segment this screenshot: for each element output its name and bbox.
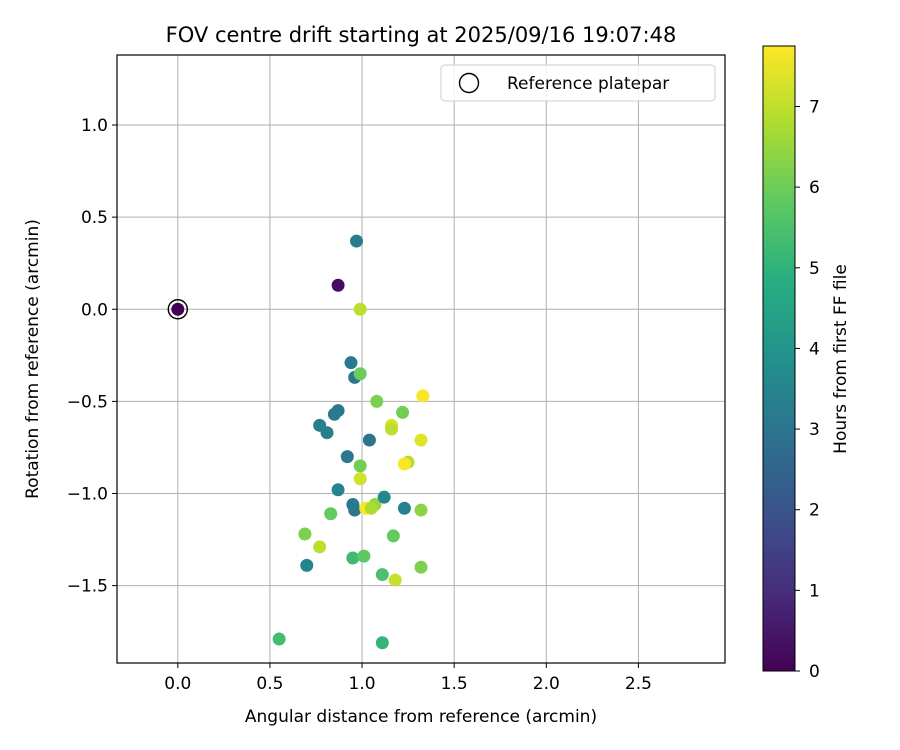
legend-box (440, 64, 716, 102)
data-point (375, 636, 389, 650)
data-point (313, 540, 327, 554)
colorbar-tick-label: 0 (809, 662, 820, 682)
y-tick-label: 1.0 (81, 116, 108, 136)
data-point (331, 278, 345, 292)
legend-marker (458, 72, 480, 94)
data-point (414, 433, 428, 447)
data-point (346, 551, 360, 565)
colorbar-tick-label: 3 (809, 420, 820, 440)
data-point (353, 302, 367, 316)
colorbar (762, 45, 796, 672)
data-point (377, 490, 391, 504)
data-point (414, 560, 428, 574)
data-point (362, 433, 376, 447)
colorbar-tick-label: 6 (809, 178, 820, 198)
y-tick-label: 0.0 (81, 300, 108, 320)
data-point (348, 503, 362, 517)
data-point (340, 450, 354, 464)
chart-title: FOV centre drift starting at 2025/09/16 … (166, 23, 677, 47)
data-point (272, 632, 286, 646)
y-tick-label: 0.5 (81, 208, 108, 228)
y-tick-label: −0.5 (67, 392, 108, 412)
data-point (414, 503, 428, 517)
plot-frame (116, 54, 726, 664)
data-point (300, 558, 314, 572)
data-point (350, 234, 364, 248)
x-tick-label: 2.5 (625, 674, 652, 694)
data-point (298, 527, 312, 541)
data-point (375, 568, 389, 582)
data-point (353, 472, 367, 486)
y-tick-label: −1.5 (67, 577, 108, 597)
x-tick-label: 1.0 (349, 674, 376, 694)
colorbar-tick-label: 4 (809, 339, 820, 359)
legend: Reference platepar (440, 64, 716, 102)
axis-ticks: 0.0 0.5 1.0 1.5 2.0 2.5 1.0 0.5 0.0 −0.5 −1.0 −1.5 (67, 116, 652, 694)
x-tick-label: 1.5 (441, 674, 468, 694)
data-point (327, 407, 341, 421)
x-tick-label: 2.0 (533, 674, 560, 694)
data-point (353, 367, 367, 381)
data-point (416, 389, 430, 403)
data-point (344, 356, 358, 370)
legend-label: Reference platepar (507, 74, 669, 94)
colorbar-tick-label: 2 (809, 501, 820, 521)
colorbar-tick-label: 5 (809, 259, 820, 279)
reference-marker (167, 299, 189, 320)
data-point (385, 422, 399, 436)
y-tick-label: −1.0 (67, 484, 108, 504)
data-point (388, 573, 402, 587)
data-point (357, 549, 371, 563)
data-point (397, 457, 411, 471)
x-axis-label: Angular distance from reference (arcmin) (245, 707, 597, 727)
x-tick-label: 0.0 (164, 674, 191, 694)
data-point (331, 483, 345, 497)
data-point (324, 507, 338, 521)
x-tick-label: 0.5 (256, 674, 283, 694)
data-point (353, 459, 367, 473)
colorbar-label: Hours from first FF file (831, 264, 851, 454)
colorbar-tick-label: 1 (809, 581, 820, 601)
colorbar-tick-label: 7 (809, 97, 820, 117)
y-axis-label: Rotation from reference (arcmin) (23, 219, 43, 499)
data-point (370, 394, 384, 408)
data-points (167, 234, 430, 650)
data-point (364, 501, 378, 515)
reference-point (171, 302, 185, 316)
data-point (396, 405, 410, 419)
data-point (397, 501, 411, 515)
data-point (320, 426, 334, 440)
colorbar-ticks: 0 1 2 3 4 5 6 7 (795, 97, 820, 682)
data-point (386, 529, 400, 543)
